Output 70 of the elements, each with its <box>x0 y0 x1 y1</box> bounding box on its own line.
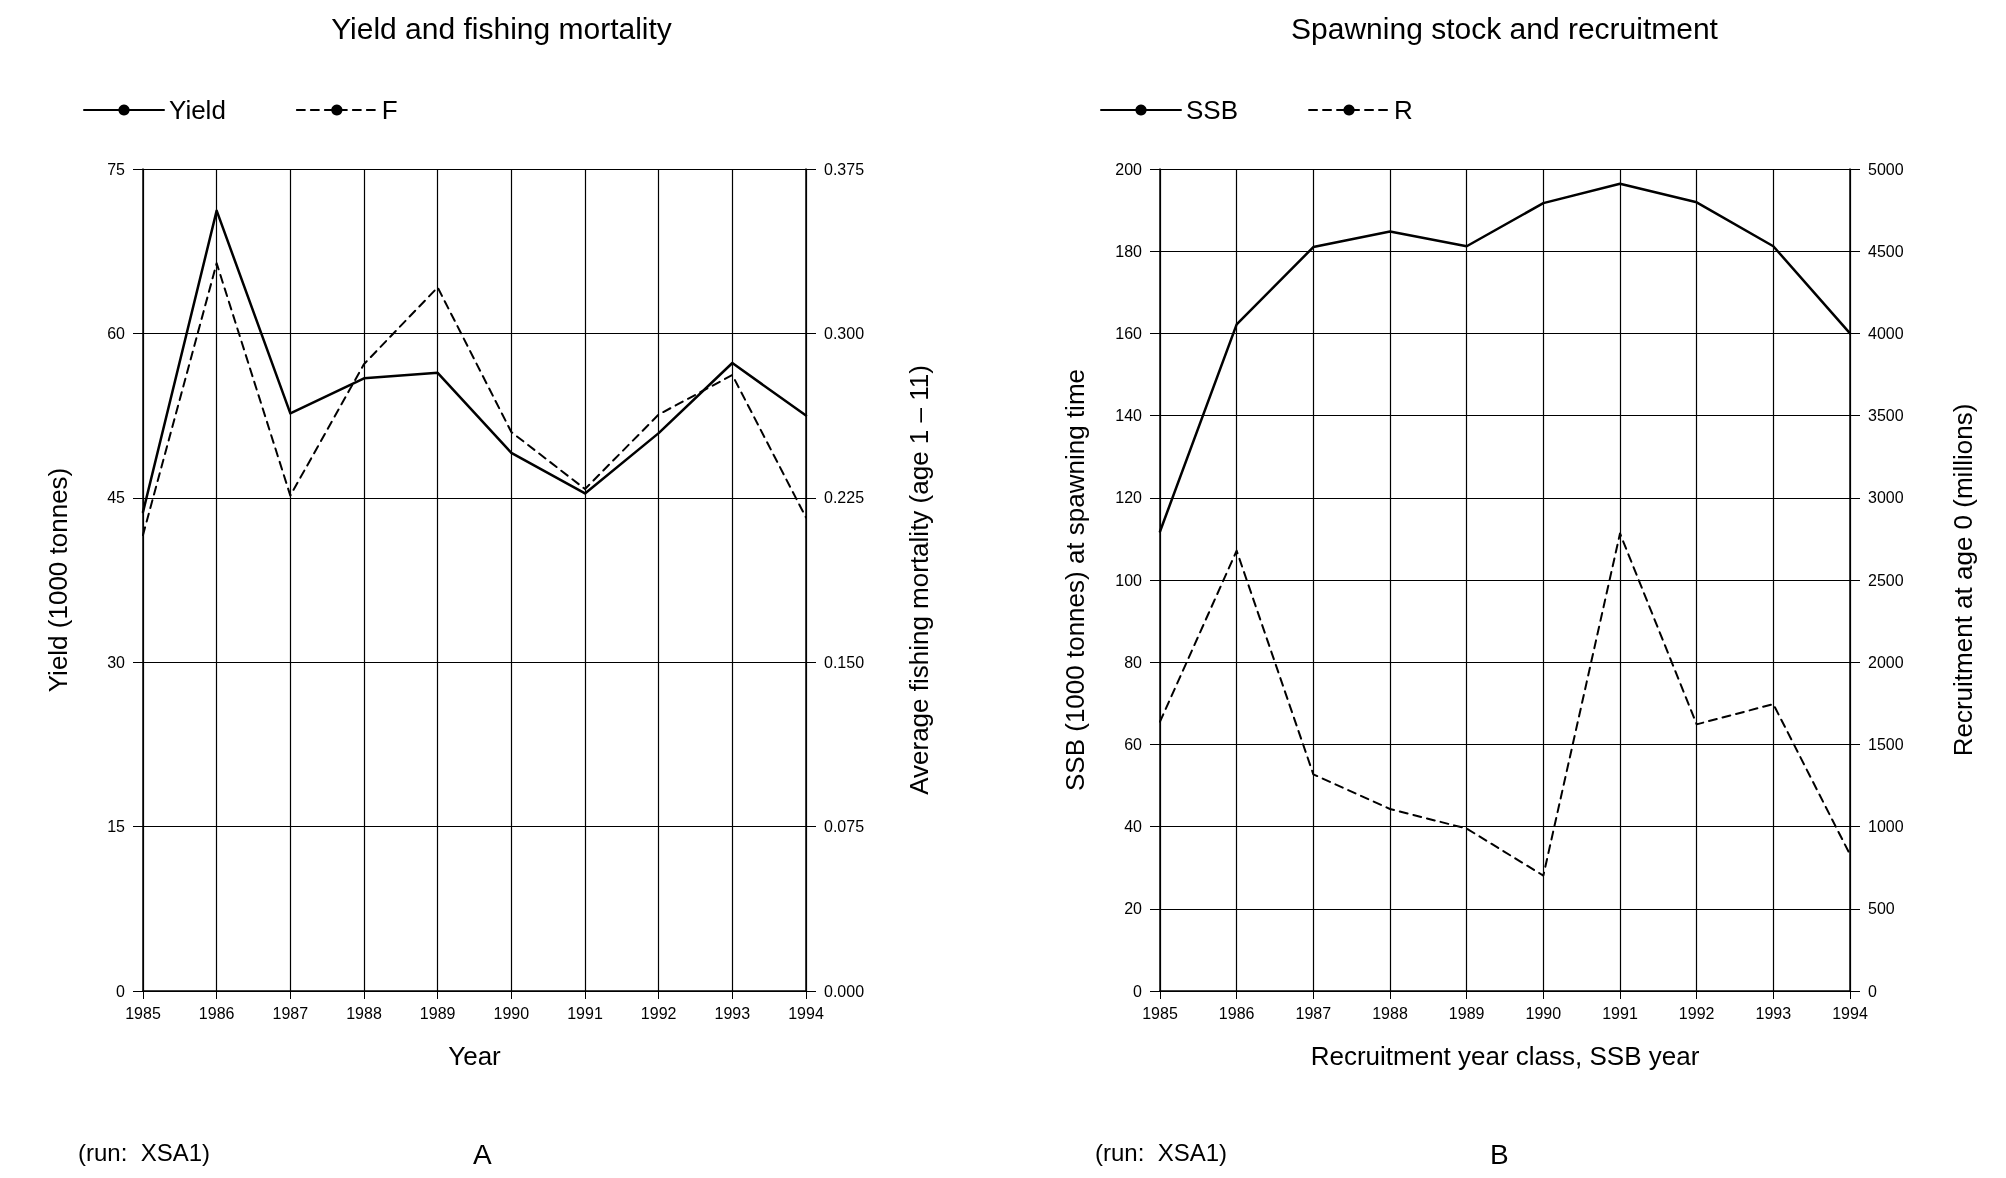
y2-tick-label: 4000 <box>1868 324 1904 342</box>
legend-label: R <box>1394 95 1413 125</box>
y-tick-label: 15 <box>107 818 126 836</box>
x-tick-label: 1992 <box>640 1004 677 1022</box>
text: A <box>473 1138 492 1170</box>
y2-tick-label: 0.300 <box>824 324 865 342</box>
y2-tick-label: 0 <box>1868 982 1877 1000</box>
chart-title: Spawning stock and recruitment <box>1291 11 1719 45</box>
x-tick-label: 1990 <box>1525 1004 1562 1022</box>
y2-tick-label: 0.075 <box>824 818 865 836</box>
y-tick-label: 60 <box>107 324 126 342</box>
x-tick-label: 1989 <box>419 1004 456 1022</box>
y-tick-label: 200 <box>1115 160 1143 178</box>
y2-tick-label: 1000 <box>1868 818 1904 836</box>
x-tick-label: 1985 <box>125 1004 161 1022</box>
x-tick-label: 1994 <box>1832 1004 1868 1022</box>
y-tick-label: 30 <box>107 653 126 671</box>
y-tick-label: 140 <box>1115 407 1143 425</box>
y2-tick-label: 2000 <box>1868 653 1904 671</box>
x-tick-label: 1991 <box>567 1004 603 1022</box>
y-tick-label: 160 <box>1115 324 1143 342</box>
x-tick-label: 1987 <box>272 1004 309 1022</box>
y-tick-label: 100 <box>1115 571 1143 589</box>
y-tick-label: 60 <box>1124 735 1143 753</box>
y-tick-label: 180 <box>1115 242 1143 260</box>
y2-tick-label: 5000 <box>1868 160 1904 178</box>
x-tick-label: 1990 <box>493 1004 530 1022</box>
y-tick-label: 75 <box>107 160 126 178</box>
x-tick-label: 1986 <box>198 1004 235 1022</box>
y-tick-label: 0 <box>116 982 126 1000</box>
y2-tick-label: 2500 <box>1868 571 1904 589</box>
x-tick-label: 1988 <box>346 1004 382 1022</box>
x-tick-label: 1993 <box>714 1004 751 1022</box>
y2-axis-title: Recruitment at age 0 (millions) <box>1948 403 1978 757</box>
legend-label: F <box>381 95 398 125</box>
y2-tick-label: 4500 <box>1868 242 1904 260</box>
text: B <box>1490 1138 1509 1170</box>
y2-axis-title: Average fishing mortality (age 1 – 11) <box>904 365 934 795</box>
text: (run: XSA1) <box>78 1138 211 1166</box>
chart-title: Yield and fishing mortality <box>331 11 672 45</box>
x-tick-label: 1992 <box>1678 1004 1715 1022</box>
x-tick-label: 1988 <box>1372 1004 1408 1022</box>
y2-tick-label: 0.000 <box>824 982 865 1000</box>
y2-tick-label: 1500 <box>1868 735 1904 753</box>
x-axis-title: Year <box>448 1041 502 1071</box>
x-tick-label: 1994 <box>788 1004 824 1022</box>
y2-tick-label: 500 <box>1868 900 1895 918</box>
x-tick-label: 1985 <box>1142 1004 1178 1022</box>
y-tick-label: 45 <box>107 489 126 507</box>
y-tick-label: 20 <box>1124 900 1143 918</box>
y2-tick-label: 3500 <box>1868 407 1904 425</box>
x-tick-label: 1991 <box>1602 1004 1638 1022</box>
y-tick-label: 40 <box>1124 818 1143 836</box>
x-tick-label: 1993 <box>1755 1004 1792 1022</box>
y-tick-label: 80 <box>1124 653 1143 671</box>
y2-tick-label: 0.225 <box>824 489 865 507</box>
y2-tick-label: 0.375 <box>824 160 865 178</box>
y-axis-title: SSB (1000 tonnes) at spawning time <box>1060 368 1090 792</box>
y-axis-title: Yield (1000 tonnes) <box>43 467 73 693</box>
y-tick-label: 0 <box>1133 982 1143 1000</box>
text: (run: XSA1) <box>1095 1138 1228 1166</box>
legend-label: SSB <box>1186 95 1239 125</box>
legend-label: Yield <box>169 95 226 125</box>
x-tick-label: 1986 <box>1218 1004 1255 1022</box>
y2-tick-label: 0.150 <box>824 653 865 671</box>
y-tick-label: 120 <box>1115 489 1143 507</box>
x-tick-label: 1987 <box>1295 1004 1332 1022</box>
x-axis-title: Recruitment year class, SSB year <box>1310 1041 1700 1071</box>
x-tick-label: 1989 <box>1448 1004 1485 1022</box>
y2-tick-label: 3000 <box>1868 489 1904 507</box>
